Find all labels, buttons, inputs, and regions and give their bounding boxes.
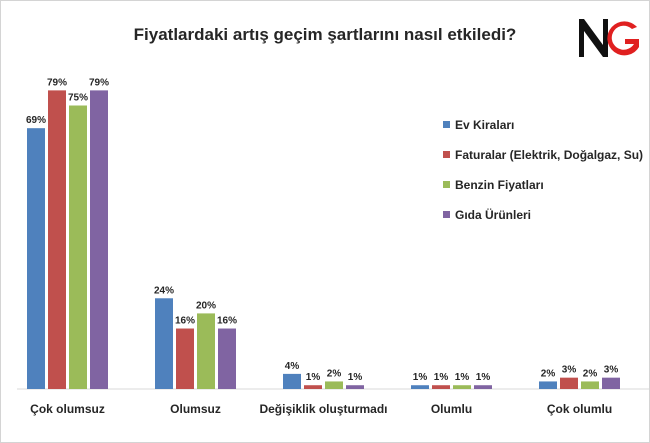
bar-4-2 [218,328,236,389]
bar-2-2 [176,328,194,389]
bar-1-5 [539,381,557,389]
value-label-4-5: 3% [604,365,619,376]
value-label-3-1: 75% [68,93,88,104]
category-label: Çok olumsuz [30,402,105,416]
value-label-3-2: 20% [196,300,216,311]
category-label: Olumsuz [170,402,221,416]
legend-item: Benzin Fiyatları [443,178,544,192]
bar-1-2 [155,298,173,389]
value-label-1-1: 69% [26,115,46,126]
category-label: Çok olumlu [546,402,613,416]
legend-item: Ev Kiraları [443,118,514,132]
bar-2-3 [304,385,322,389]
value-label-3-3: 2% [327,368,342,379]
value-label-4-1: 79% [89,77,109,88]
bar-3-2 [197,313,215,389]
value-label-1-3: 4% [285,361,300,372]
value-label-2-3: 1% [306,372,321,383]
legend-swatch [443,121,450,128]
bar-2-4 [432,385,450,389]
bar-4-3 [346,385,364,389]
bar-3-4 [453,385,471,389]
bar-4-4 [474,385,492,389]
category-label: Değişiklik oluşturmadı [259,402,388,416]
bar-1-3 [283,373,301,389]
legend-label: Benzin Fiyatları [455,178,544,192]
legend-swatch [443,181,450,188]
legend-label: Gıda Ürünleri [455,208,532,222]
value-label-3-5: 2% [583,368,598,379]
bar-3-1 [69,105,87,389]
bar-3-3 [325,381,343,389]
legend-swatch [443,151,450,158]
bar-3-5 [581,381,599,389]
legend-item: Faturalar (Elektrik, Doğalgaz, Su) [443,148,643,162]
bar-1-1 [27,128,45,389]
bar-4-1 [90,90,108,389]
value-label-1-5: 2% [541,368,556,379]
category-label: Olumlu [430,402,473,416]
bar-1-4 [411,385,429,389]
value-label-1-4: 1% [413,372,428,383]
value-label-1-2: 24% [154,285,174,296]
value-label-2-1: 79% [47,77,67,88]
value-label-4-3: 1% [348,372,363,383]
legend-label: Faturalar (Elektrik, Doğalgaz, Su) [455,148,644,162]
value-label-2-4: 1% [434,372,449,383]
legend-label: Ev Kiraları [455,118,515,132]
legend-item: Gıda Ürünleri [443,208,531,222]
bar-2-5 [560,377,578,389]
chart-title: Fiyatlardaki artış geçim şartlarını nası… [133,25,517,44]
value-label-2-5: 3% [562,365,577,376]
value-label-3-4: 1% [455,372,470,383]
bar-4-5 [602,377,620,389]
value-label-2-2: 16% [175,316,195,327]
value-label-4-2: 16% [217,316,237,327]
ng-logo [579,19,639,57]
legend-swatch [443,211,450,218]
value-label-4-4: 1% [476,372,491,383]
bar-2-1 [48,90,66,389]
